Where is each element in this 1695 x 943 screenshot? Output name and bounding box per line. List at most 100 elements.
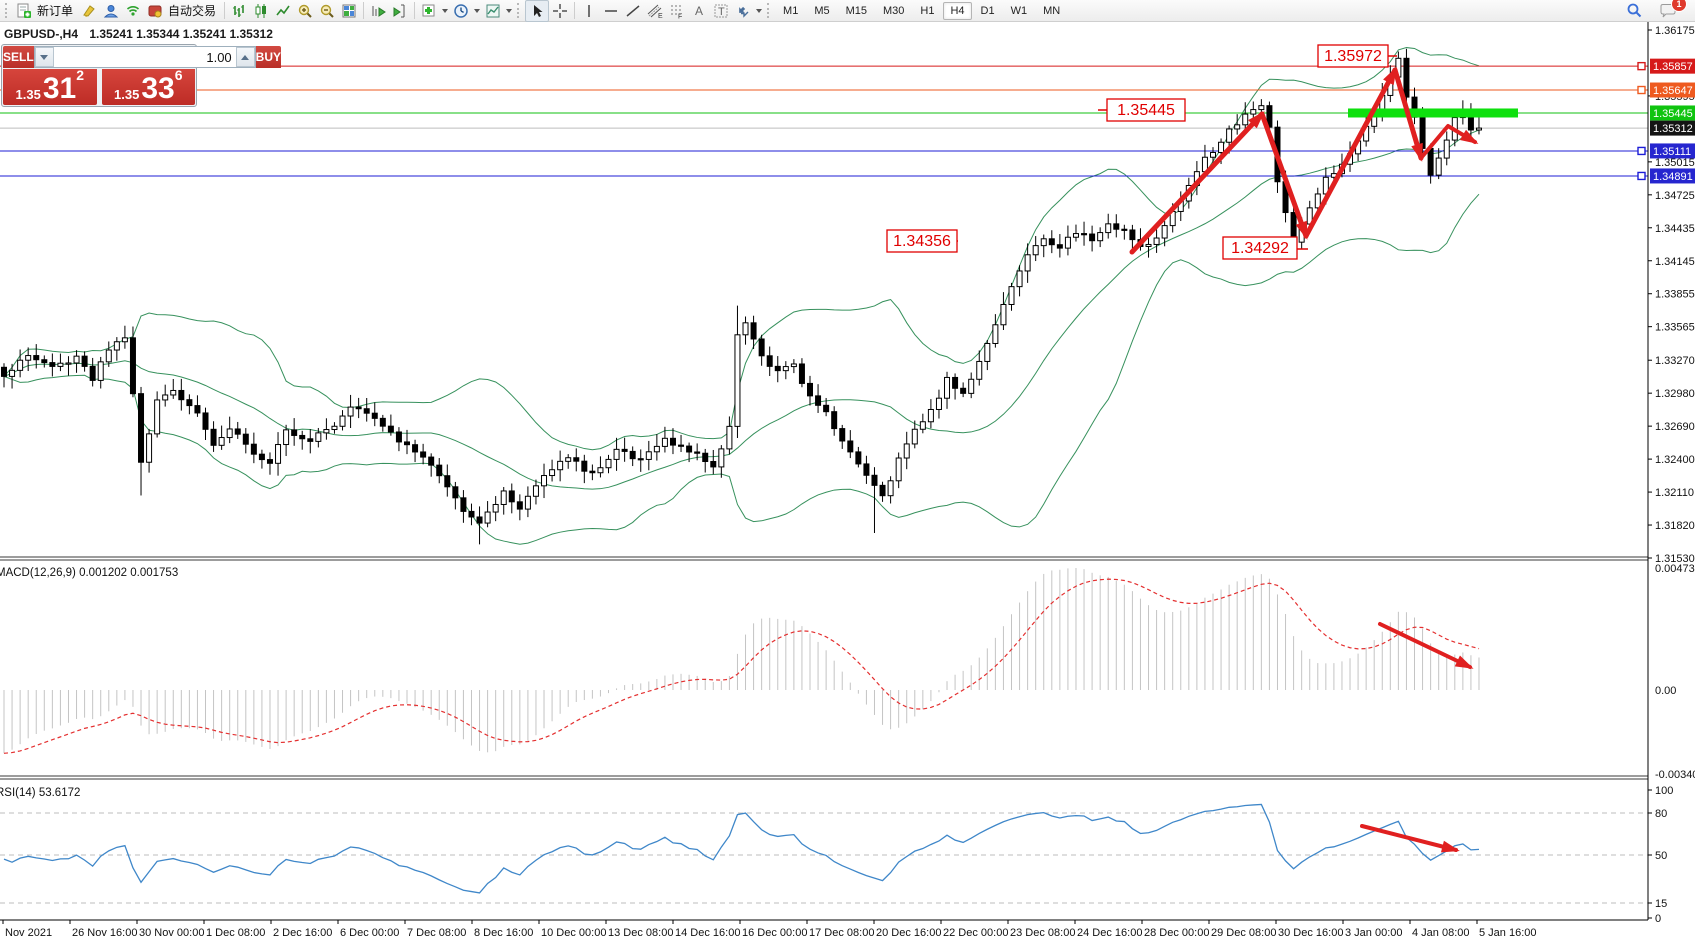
chat-icon[interactable]: 1 [1657, 0, 1687, 21]
chart-canvas[interactable]: 1.361751.355951.350151.347251.344351.341… [0, 22, 1695, 943]
line-chart-icon[interactable] [272, 1, 294, 21]
trend-arrow[interactable] [1419, 124, 1479, 160]
trend-arrow[interactable] [1259, 111, 1309, 240]
svg-text:T: T [718, 6, 725, 18]
auto-scroll-icon[interactable] [367, 1, 389, 21]
autotrading-label[interactable]: 自动交易 [168, 4, 217, 18]
bollinger-lower-band [3, 193, 1480, 545]
periods-dropdown[interactable] [474, 8, 481, 13]
signals-icon[interactable] [122, 1, 144, 21]
main-toolbar: 新订单 自动交易 [0, 0, 1695, 22]
highlighter-icon[interactable] [78, 1, 100, 21]
templates-dropdown[interactable] [506, 8, 513, 13]
timeframe-button-M5[interactable]: M5 [814, 4, 830, 17]
equidistant-channel-tool-icon[interactable]: E [644, 1, 666, 21]
price-badge-label: 1.34891 [1653, 171, 1693, 183]
new-order-icon[interactable] [13, 1, 35, 21]
toolbar-grip[interactable] [5, 3, 10, 18]
buy-price-prefix: 1.35 [114, 87, 140, 102]
autotrading-icon[interactable] [144, 1, 166, 21]
add-indicator-icon[interactable] [418, 1, 440, 21]
timeframe-button-H4[interactable]: H4 [943, 1, 972, 20]
time-axis-label: 30 Dec 16:00 [1278, 927, 1343, 939]
timeframe-button-M30[interactable]: M30 [883, 4, 905, 17]
price-annotation-1.35972[interactable]: 1.35972 [1317, 44, 1397, 68]
community-icon[interactable] [100, 1, 122, 21]
sell-button[interactable]: SELL [3, 46, 34, 68]
annotation-text: 1.34292 [1231, 240, 1289, 257]
line-handle-1.35647[interactable] [1637, 85, 1646, 95]
price-annotation-1.34292[interactable]: 1.34292 [1222, 236, 1308, 260]
arrows-tool-dropdown[interactable] [756, 8, 763, 13]
trend-arrow[interactable] [1378, 622, 1474, 669]
price-badge-1.34891 [1650, 168, 1695, 184]
trend-arrow[interactable] [1129, 111, 1265, 255]
time-axis-label: 17 Dec 08:00 [809, 927, 874, 939]
time-axis-label: Nov 2021 [5, 927, 52, 939]
time-axis-label: 1 Dec 08:00 [206, 927, 265, 939]
toolbar-separator [574, 2, 576, 19]
time-axis-label: 2 Dec 16:00 [273, 927, 332, 939]
time-axis-label: 24 Dec 16:00 [1077, 927, 1142, 939]
macd-signal-line [3, 578, 1480, 754]
price-badge-1.35111 [1650, 143, 1695, 159]
annotation-text: 1.34356 [893, 233, 951, 250]
price-axis-tick-label: 1.32690 [1655, 421, 1695, 433]
price-badge-1.35312 [1650, 120, 1695, 136]
trend-arrow[interactable] [1360, 824, 1460, 853]
highlight-bar-1.35445[interactable] [1348, 108, 1518, 118]
timeframe-button-M15[interactable]: M15 [845, 4, 867, 17]
line-handle-1.34891[interactable] [1637, 171, 1646, 181]
price-axis-tick-label: 1.31820 [1655, 520, 1695, 532]
svg-text:F: F [678, 13, 682, 19]
time-axis-label: 10 Dec 00:00 [541, 927, 606, 939]
price-axis-tick-label: 1.33565 [1655, 322, 1695, 334]
price-badge-label: 1.35111 [1653, 146, 1691, 158]
search-icon[interactable] [1623, 1, 1645, 21]
price-annotation-1.34356[interactable]: 1.34356 [886, 229, 958, 253]
bar-chart-icon[interactable] [228, 1, 250, 21]
zoom-out-icon[interactable] [316, 1, 338, 21]
symbol-period-label: GBPUSD-,H4 [4, 27, 79, 41]
timeframe-button-D1[interactable]: D1 [980, 4, 995, 17]
volume-increase-button[interactable] [235, 47, 255, 67]
toolbar-separator [224, 2, 226, 19]
volume-decrease-button[interactable] [34, 47, 54, 67]
trendline-tool-icon[interactable] [622, 1, 644, 21]
timeframe-button-W1[interactable]: W1 [1010, 4, 1028, 17]
line-handle-1.35857[interactable] [1637, 61, 1646, 71]
price-annotation-1.35445[interactable]: 1.35445 [1098, 98, 1186, 122]
arrows-tool-icon[interactable] [732, 1, 754, 21]
timeframe-button-M1[interactable]: M1 [783, 4, 799, 17]
fibonacci-tool-icon[interactable]: F [666, 1, 688, 21]
templates-icon[interactable] [482, 1, 504, 21]
sell-price-button[interactable]: 1.35 31 2 [3, 67, 97, 105]
chart-shift-icon[interactable] [389, 1, 411, 21]
time-axis-label: 3 Jan 00:00 [1345, 927, 1403, 939]
periods-clock-icon[interactable] [450, 1, 472, 21]
buy-button[interactable]: BUY [255, 46, 282, 68]
new-order-label[interactable]: 新订单 [37, 4, 74, 18]
volume-input[interactable] [53, 47, 236, 67]
toolbar-grip[interactable] [517, 3, 522, 18]
vertical-line-tool-icon[interactable] [578, 1, 600, 21]
timeframe-button-H1[interactable]: H1 [920, 4, 935, 17]
cursor-icon[interactable] [525, 0, 550, 22]
crosshair-icon[interactable] [549, 1, 571, 21]
text-tool-icon[interactable]: A [688, 1, 710, 21]
text-label-tool-icon[interactable]: T [710, 1, 732, 21]
candlestick-chart-icon[interactable] [250, 1, 272, 21]
timeframe-button-MN[interactable]: MN [1043, 4, 1061, 17]
toolbar-grip[interactable] [767, 3, 772, 18]
add-indicator-dropdown[interactable] [442, 8, 449, 13]
annotation-text: 1.35972 [1324, 48, 1382, 65]
line-handle-1.35111[interactable] [1637, 146, 1646, 156]
tile-windows-icon[interactable] [338, 1, 360, 21]
rsi-scale-label: 50 [1655, 850, 1667, 862]
zoom-in-icon[interactable] [294, 1, 316, 21]
time-axis-label: 29 Dec 08:00 [1211, 927, 1276, 939]
price-axis-tick-label: 1.31530 [1655, 553, 1695, 565]
sell-price-sup: 2 [76, 67, 84, 83]
horizontal-line-tool-icon[interactable] [600, 1, 622, 21]
buy-price-button[interactable]: 1.35 33 6 [101, 68, 195, 105]
